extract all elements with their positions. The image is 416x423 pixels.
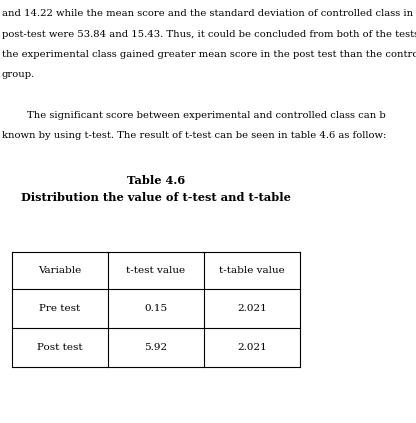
Text: Distribution the value of t-test and t-table: Distribution the value of t-test and t-t…: [21, 192, 291, 203]
Text: 2.021: 2.021: [237, 304, 267, 313]
Text: Variable: Variable: [38, 266, 82, 275]
Text: 2.021: 2.021: [237, 343, 267, 352]
Text: the experimental class gained greater mean score in the post test than the contr: the experimental class gained greater me…: [2, 50, 416, 59]
Text: group.: group.: [2, 70, 35, 79]
Text: The significant score between experimental and controlled class can b: The significant score between experiment…: [2, 111, 385, 120]
Text: and 14.22 while the mean score and the standard deviation of controlled class in: and 14.22 while the mean score and the s…: [2, 9, 416, 18]
Text: t-table value: t-table value: [219, 266, 285, 275]
Text: known by using t-test. The result of t-test can be seen in table 4.6 as follow:: known by using t-test. The result of t-t…: [2, 131, 386, 140]
Text: Pre test: Pre test: [39, 304, 81, 313]
Text: Table 4.6: Table 4.6: [127, 175, 185, 186]
Text: Post test: Post test: [37, 343, 83, 352]
Text: 0.15: 0.15: [144, 304, 168, 313]
Text: 5.92: 5.92: [144, 343, 168, 352]
Text: post-test were 53.84 and 15.43. Thus, it could be concluded from both of the tes: post-test were 53.84 and 15.43. Thus, it…: [2, 30, 416, 38]
Text: t-test value: t-test value: [126, 266, 186, 275]
